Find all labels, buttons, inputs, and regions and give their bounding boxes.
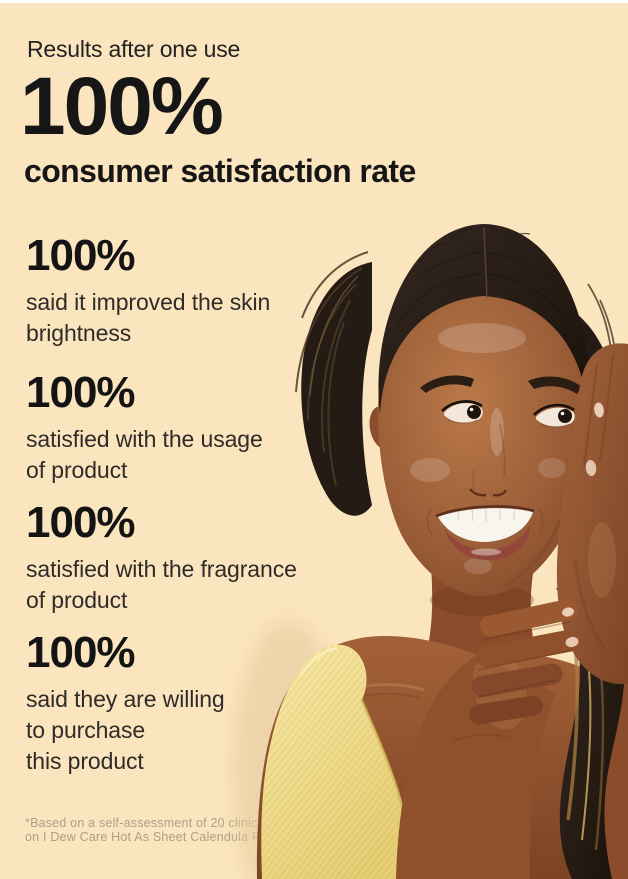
hair-back xyxy=(295,251,619,516)
footnote-line: *Based on a self-assessment of 20 clinic… xyxy=(25,816,373,830)
stat-description-line: said they are willing xyxy=(26,686,225,712)
stat-description-line: satisfied with the fragrance xyxy=(26,556,297,582)
stat-description-line: to purchase xyxy=(26,717,146,743)
crown-hair xyxy=(378,224,590,414)
hero-label: consumer satisfaction rate xyxy=(24,153,416,189)
results-eyebrow: Results after one use xyxy=(27,36,241,62)
hair-strand-front xyxy=(556,588,625,879)
fingernail xyxy=(565,636,579,648)
finger xyxy=(469,695,543,725)
flyaway-hairs xyxy=(419,227,531,263)
cheek-hand xyxy=(556,343,628,684)
stat-value: 100% xyxy=(26,628,136,677)
eyebrows xyxy=(420,375,582,394)
stat-value: 100% xyxy=(26,231,136,280)
ear xyxy=(369,406,397,450)
fingernail xyxy=(594,402,604,418)
stat-description-line: this product xyxy=(26,748,144,774)
stat-usage: 100% satisfied with the usage of product xyxy=(26,371,263,486)
nose xyxy=(469,423,508,497)
footnote-line: on I Dew Care Hot As Sheet Calendula Flo… xyxy=(25,829,363,844)
stat-description-line: satisfied with the usage xyxy=(26,426,263,452)
stat-description: satisfied with the usage of product xyxy=(26,424,263,486)
stat-description: said they are willing to purchase this p… xyxy=(26,684,225,777)
top-border xyxy=(0,0,628,3)
footnote-disclaimer: *Based on a self-assessment of 20 clinic… xyxy=(25,816,373,844)
stat-description-line: of product xyxy=(26,587,128,613)
dewy-highlights xyxy=(410,323,566,574)
eyes xyxy=(441,400,575,428)
mouth xyxy=(426,505,544,560)
stat-purchase: 100% said they are willing to purchase t… xyxy=(26,631,225,777)
stat-description: said it improved the skin brightness xyxy=(26,287,270,349)
fingernail xyxy=(585,460,597,476)
hero-percentage: 100% xyxy=(20,61,224,152)
stat-description-line: of product xyxy=(26,457,128,483)
stat-description-line: said it improved the skin xyxy=(26,289,271,315)
neck xyxy=(408,552,552,688)
finger xyxy=(479,599,579,637)
face xyxy=(369,284,590,596)
teeth-gaps xyxy=(457,507,515,522)
finger-gaps xyxy=(473,621,573,699)
stat-fragrance: 100% satisfied with the fragrance of pro… xyxy=(26,501,297,616)
finger xyxy=(475,629,581,668)
right-edge-arm xyxy=(575,640,628,879)
collarbone-lines xyxy=(317,683,523,709)
stat-description: satisfied with the fragrance of product xyxy=(26,554,297,616)
stat-value: 100% xyxy=(26,498,136,547)
crossing-hand xyxy=(396,599,581,879)
stat-brightness: 100% said it improved the skin brightnes… xyxy=(26,234,270,349)
stat-description-line: brightness xyxy=(26,320,132,346)
fingernail xyxy=(562,607,574,617)
hair-strand-lines xyxy=(395,251,573,333)
ponytail-wisps xyxy=(295,251,619,487)
finger xyxy=(471,663,563,698)
stat-value: 100% xyxy=(26,368,136,417)
